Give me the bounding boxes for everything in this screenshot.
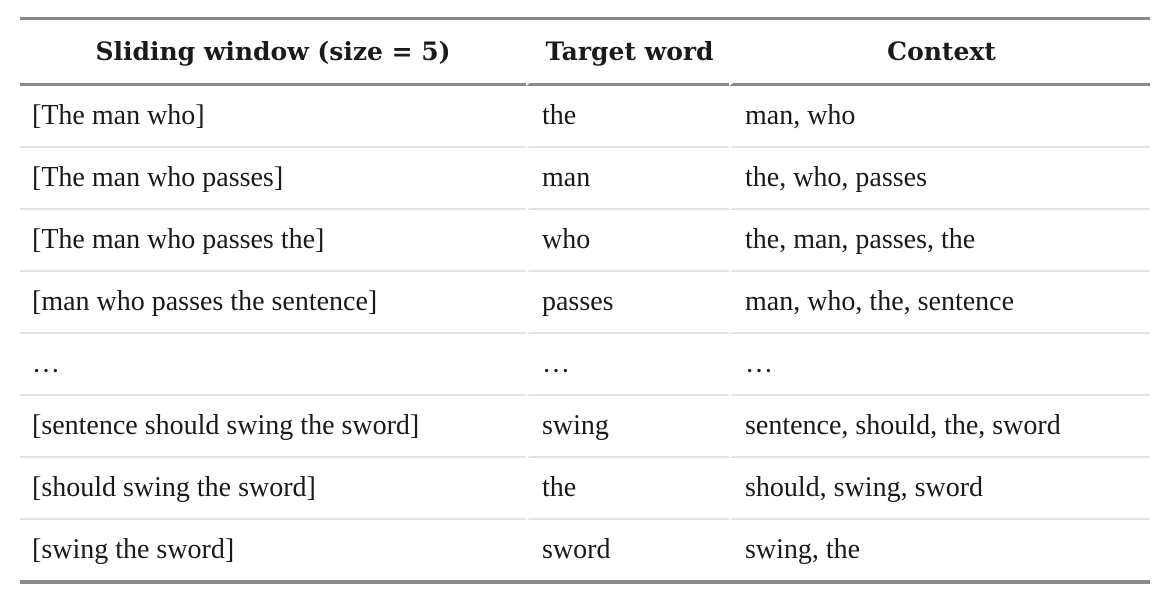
table-top-rule: [20, 17, 1150, 20]
table-row: [The man who passes the] who the, man, p…: [20, 210, 1150, 272]
window-cell: [sentence should swing the sword]: [20, 396, 526, 458]
table-row: [The man who passes] man the, who, passe…: [20, 148, 1150, 210]
table-row: … … …: [20, 334, 1150, 396]
target-cell: man: [526, 148, 729, 210]
context-cell: should, swing, sword: [729, 458, 1150, 520]
window-cell: …: [20, 334, 526, 396]
target-cell: passes: [526, 272, 729, 334]
sliding-window-table-container: Sliding window (size = 5) Target word Co…: [20, 17, 1150, 584]
context-cell: swing, the: [729, 520, 1150, 580]
window-cell: [man who passes the sentence]: [20, 272, 526, 334]
target-cell: who: [526, 210, 729, 272]
header-context: Context: [729, 20, 1150, 86]
context-cell: sentence, should, the, sword: [729, 396, 1150, 458]
target-cell: sword: [526, 520, 729, 580]
target-cell: swing: [526, 396, 729, 458]
table-row: [swing the sword] sword swing, the: [20, 520, 1150, 580]
context-cell: …: [729, 334, 1150, 396]
table-row: [man who passes the sentence] passes man…: [20, 272, 1150, 334]
window-cell: [The man who]: [20, 86, 526, 148]
context-cell: the, man, passes, the: [729, 210, 1150, 272]
header-target-word: Target word: [526, 20, 729, 86]
header-sliding-window: Sliding window (size = 5): [20, 20, 526, 86]
table-row: [should swing the sword] the should, swi…: [20, 458, 1150, 520]
table-bottom-rule: [20, 580, 1150, 584]
context-cell: man, who, the, sentence: [729, 272, 1150, 334]
context-cell: the, who, passes: [729, 148, 1150, 210]
table-header-row: Sliding window (size = 5) Target word Co…: [20, 20, 1150, 86]
sliding-window-table: Sliding window (size = 5) Target word Co…: [20, 20, 1150, 580]
table-row: [The man who] the man, who: [20, 86, 1150, 148]
target-cell: …: [526, 334, 729, 396]
context-cell: man, who: [729, 86, 1150, 148]
window-cell: [The man who passes]: [20, 148, 526, 210]
window-cell: [swing the sword]: [32, 534, 235, 565]
window-cell: [should swing the sword]: [20, 458, 526, 520]
target-cell: the: [526, 458, 729, 520]
window-cell: [The man who passes the]: [20, 210, 526, 272]
target-cell: the: [526, 86, 729, 148]
table-row: [sentence should swing the sword] swing …: [20, 396, 1150, 458]
